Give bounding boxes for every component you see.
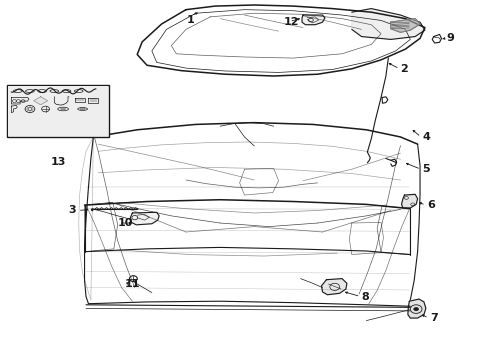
- Polygon shape: [130, 212, 159, 225]
- Polygon shape: [351, 9, 424, 40]
- Text: 1: 1: [186, 15, 194, 26]
- Polygon shape: [302, 15, 325, 25]
- Polygon shape: [390, 19, 419, 32]
- Text: 4: 4: [422, 132, 429, 142]
- Text: 3: 3: [68, 206, 76, 216]
- Polygon shape: [401, 194, 417, 208]
- Text: 9: 9: [446, 33, 454, 43]
- Bar: [6, 85, 109, 137]
- Polygon shape: [321, 279, 346, 295]
- Text: 8: 8: [361, 292, 368, 302]
- Text: 11: 11: [125, 279, 140, 289]
- Text: 12: 12: [283, 17, 298, 27]
- Circle shape: [413, 307, 418, 311]
- Bar: [7, 86, 108, 136]
- Text: 6: 6: [427, 200, 434, 210]
- Text: 10: 10: [118, 218, 133, 228]
- Polygon shape: [407, 299, 425, 318]
- Text: 5: 5: [422, 164, 429, 174]
- Text: 2: 2: [400, 64, 407, 74]
- Polygon shape: [34, 97, 47, 105]
- Text: 7: 7: [429, 313, 437, 323]
- Text: 13: 13: [50, 157, 66, 167]
